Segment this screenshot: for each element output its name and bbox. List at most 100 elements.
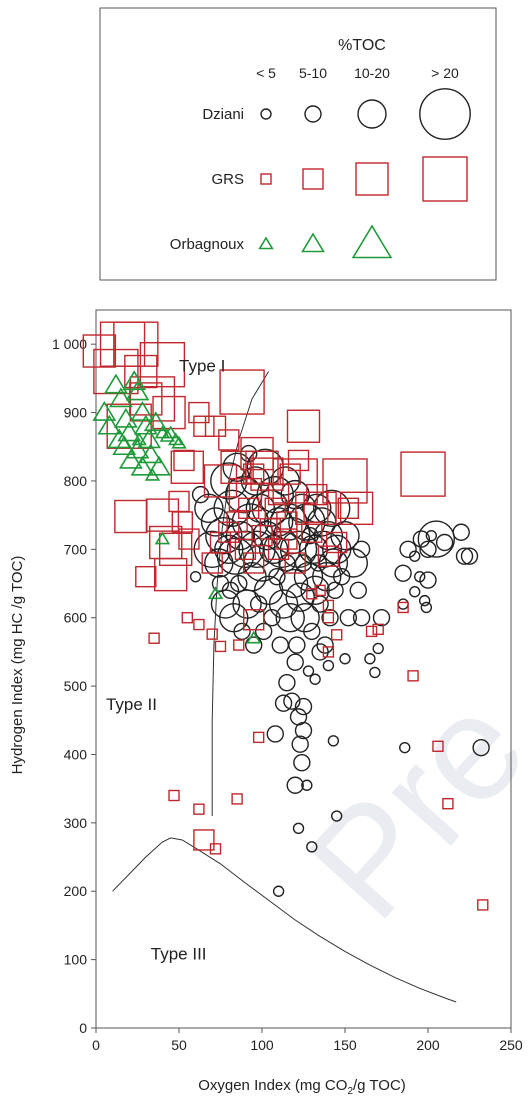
- dziani-point: [225, 520, 256, 551]
- dziani-point: [266, 725, 284, 743]
- orbagnoux-point: [207, 586, 224, 600]
- grs-point: [432, 740, 444, 752]
- orbagnoux-point: [104, 373, 128, 394]
- grs-point: [233, 639, 245, 651]
- x-axis-title-end: /g TOC): [353, 1077, 406, 1094]
- legend-class-label: < 5: [256, 65, 276, 81]
- orbagnoux-point: [143, 411, 168, 432]
- dziani-point: [394, 564, 412, 582]
- x-tick-label: 0: [92, 1037, 100, 1053]
- dziani-point: [412, 530, 431, 548]
- grs-point: [306, 483, 328, 506]
- orbagnoux-point: [112, 435, 137, 456]
- legend-marker-dziani-4: [419, 88, 471, 140]
- orbagnoux-point: [159, 428, 176, 442]
- legend-class-label: > 20: [431, 65, 459, 81]
- grs-point: [234, 538, 257, 561]
- orbagnoux-point: [108, 387, 133, 408]
- dziani-point: [292, 822, 305, 835]
- dziani-point: [460, 547, 479, 565]
- dziani-point: [306, 841, 318, 853]
- grs-point: [267, 483, 290, 506]
- dziani-point: [339, 609, 358, 627]
- y-tick-label: 300: [64, 815, 88, 831]
- legend-marker-orbagnoux-3: [351, 224, 393, 259]
- dziani-point: [271, 636, 289, 654]
- dziani-point: [268, 567, 286, 586]
- dziani-point: [409, 550, 421, 562]
- dziani-point: [419, 540, 437, 559]
- dziani-point: [399, 540, 417, 559]
- dziani-point: [455, 547, 474, 565]
- dziani-point: [399, 741, 411, 754]
- grs-point: [339, 491, 374, 526]
- grs-point: [204, 415, 227, 437]
- orbagnoux-point: [154, 531, 171, 545]
- dziani-point: [288, 636, 306, 654]
- dziani-point: [286, 653, 304, 671]
- dziani-point: [397, 598, 409, 610]
- legend-class-label: 5-10: [299, 65, 327, 81]
- x-axis-title-subscript: 2: [347, 1086, 353, 1097]
- dziani-point: [285, 582, 315, 612]
- grs-point: [218, 429, 240, 451]
- dziani-point: [303, 622, 321, 641]
- dziani-point: [372, 609, 391, 627]
- grs-point: [113, 321, 159, 367]
- dziani-point: [331, 810, 343, 822]
- dziani-point: [278, 568, 309, 599]
- x-axis-title-main: Oxygen Index (mg CO: [198, 1077, 347, 1094]
- grs-point: [193, 415, 215, 437]
- dziani-point: [418, 594, 431, 607]
- dziani-point: [274, 694, 293, 712]
- dziani-point: [286, 776, 304, 794]
- y-axis-title: Hydrogen Index (mg HC /g TOC): [9, 556, 26, 775]
- orbagnoux-point: [113, 407, 138, 428]
- grs-point: [193, 803, 205, 815]
- legend-marker-dziani-2: [304, 105, 322, 123]
- grs-point: [193, 829, 215, 851]
- grs-point: [326, 531, 348, 554]
- dziani-point: [189, 570, 202, 583]
- grs-point: [331, 629, 343, 641]
- dziani-point: [417, 520, 455, 558]
- grs-point: [209, 843, 222, 855]
- grs-point: [322, 599, 335, 612]
- dziani-point: [216, 537, 255, 575]
- dziani-point: [352, 609, 371, 627]
- y-tick-label: 400: [64, 746, 88, 762]
- grs-point: [301, 521, 323, 543]
- grs-point: [322, 458, 368, 504]
- annotation-type-i: Type I: [179, 357, 225, 376]
- dziani-point: [327, 735, 340, 747]
- legend-marker-grs-2: [302, 168, 324, 190]
- y-tick-label: 0: [79, 1020, 87, 1036]
- legend-label-grs: GRS: [211, 171, 244, 188]
- orbagnoux-point: [171, 435, 187, 449]
- orbagnoux-point: [125, 438, 150, 459]
- dziani-point: [294, 721, 313, 740]
- grs-point: [306, 588, 318, 600]
- orbagnoux-point: [117, 421, 142, 442]
- dziani-point: [322, 659, 335, 672]
- dziani-point: [425, 529, 438, 542]
- dziani-point: [244, 636, 263, 654]
- y-tick-label: 800: [64, 473, 88, 489]
- grs-point: [219, 369, 265, 415]
- orbagnoux-point: [92, 401, 117, 421]
- dziani-point: [420, 601, 433, 614]
- grs-point: [322, 612, 335, 624]
- dziani-point: [293, 753, 311, 772]
- grs-point: [442, 798, 454, 810]
- dziani-point: [330, 520, 360, 551]
- grs-point: [240, 436, 274, 471]
- orbagnoux-point: [130, 455, 155, 476]
- grs-point: [245, 450, 279, 484]
- grs-point: [477, 899, 489, 911]
- grs-point: [152, 395, 186, 430]
- type-i-ii-boundary-curve: [211, 371, 270, 816]
- grs-point: [242, 463, 265, 485]
- y-tick-label: 900: [64, 405, 88, 421]
- annotation-type-ii: Type II: [106, 695, 157, 714]
- orbagnoux-point: [131, 432, 147, 446]
